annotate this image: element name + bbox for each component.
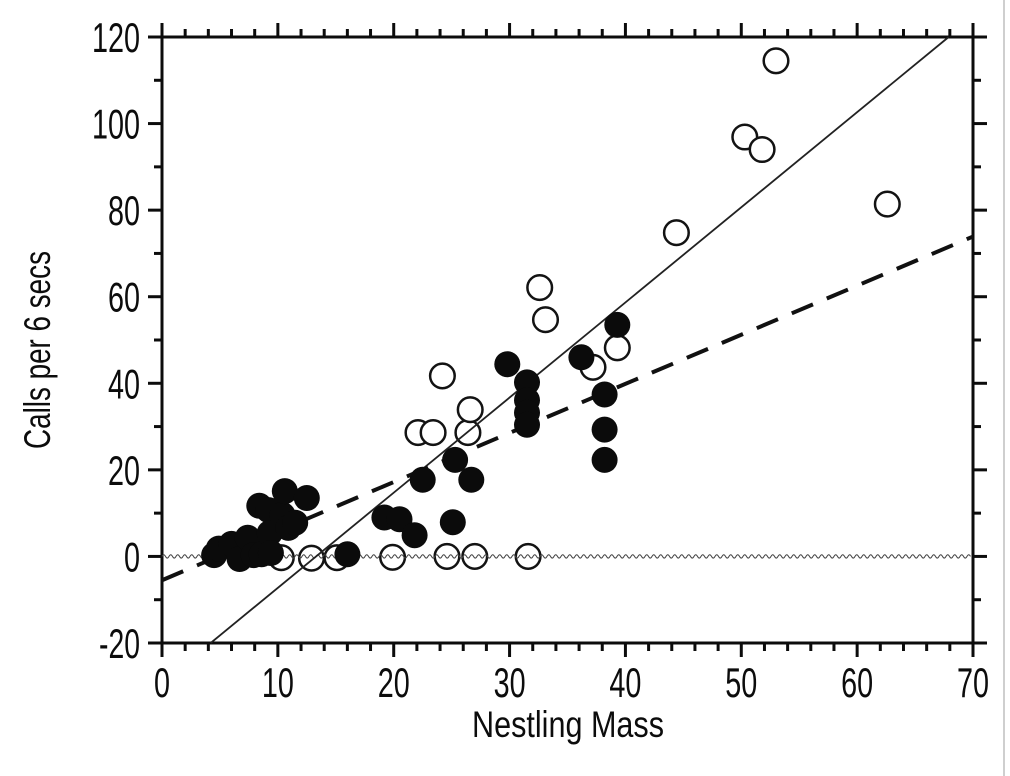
data-point-open — [456, 396, 484, 424]
x-axis-label: Nestling Mass — [472, 704, 664, 745]
data-point-open — [662, 219, 690, 247]
data-point-filled — [514, 411, 540, 438]
x-tick-label: 50 — [725, 659, 757, 706]
x-tick-label: 70 — [957, 659, 989, 706]
regression-lines — [161, 36, 974, 644]
zero-line-layer — [161, 554, 971, 559]
data-point-filled — [568, 344, 595, 371]
y-tick-label: 40 — [108, 360, 140, 407]
x-tick-label: 30 — [494, 659, 526, 706]
data-point-filled — [401, 522, 428, 549]
data-point-filled — [334, 541, 361, 568]
data-point-filled — [591, 416, 618, 443]
data-point-open — [748, 135, 776, 164]
y-tick-label: 100 — [92, 101, 140, 148]
y-tick-label: 20 — [108, 447, 140, 494]
y-tick-label: 60 — [108, 274, 140, 321]
y-tick-label: -20 — [99, 620, 140, 667]
x-tick-label: 40 — [609, 659, 641, 706]
data-point-open — [531, 306, 560, 334]
data-point-open — [762, 47, 790, 75]
data-point-open — [873, 190, 901, 218]
data-point-open — [526, 274, 554, 302]
data-point-filled — [271, 478, 298, 505]
x-tick-label: 0 — [154, 659, 170, 706]
data-point-filled — [293, 485, 320, 511]
data-point-filled — [442, 446, 469, 473]
axis-ticks — [148, 23, 987, 657]
y-axis-label: Calls per 6 secs — [17, 251, 58, 449]
axis-tick-labels: 0 10 20 30 40 50 60 70 -20 0 20 40 60 80 100 120 — [92, 14, 989, 706]
data-point-filled — [591, 381, 618, 408]
x-tick-label: 20 — [378, 659, 410, 706]
data-point-filled — [514, 369, 540, 396]
zero-reference-line — [161, 554, 971, 559]
x-tick-label: 10 — [262, 659, 294, 706]
x-tick-label: 60 — [841, 659, 873, 706]
data-point-open — [603, 334, 631, 362]
filled-series — [201, 311, 631, 572]
y-tick-label: 0 — [124, 533, 140, 580]
data-point-filled — [282, 509, 309, 536]
data-point-filled — [409, 466, 436, 493]
data-point-filled — [458, 466, 485, 493]
data-point-filled — [591, 446, 618, 473]
data-point-open — [428, 362, 456, 390]
data-point-open — [419, 419, 447, 447]
y-tick-label: 120 — [92, 14, 140, 61]
data-point-filled — [257, 540, 284, 566]
data-point-filled — [494, 351, 521, 378]
data-point-filled — [604, 311, 631, 338]
dashed-regression-line — [161, 234, 974, 583]
solid-regression-line — [210, 36, 950, 644]
data-point-filled — [439, 509, 466, 536]
y-tick-label: 80 — [108, 187, 140, 234]
